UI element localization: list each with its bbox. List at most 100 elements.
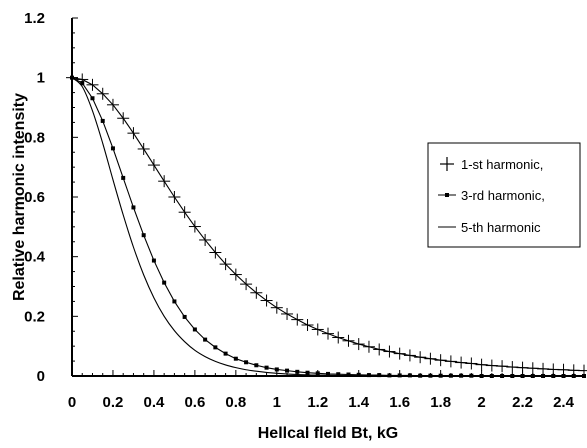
data-point <box>100 118 105 123</box>
data-point <box>366 373 371 378</box>
data-point <box>455 356 468 369</box>
data-point <box>151 258 156 263</box>
data-point <box>444 355 457 368</box>
data-point <box>178 206 191 219</box>
legend-item-1st: 1-st harmonic, <box>440 157 543 172</box>
data-point <box>260 294 273 307</box>
data-point <box>213 345 218 350</box>
data-point <box>147 159 160 172</box>
data-point <box>377 373 382 378</box>
x-tick-label: 1.6 <box>389 394 410 411</box>
y-axis-title: Relative harmonic intensity <box>11 93 28 301</box>
data-point <box>158 175 171 188</box>
data-point <box>127 127 140 140</box>
legend-box <box>427 142 581 248</box>
y-tick-label: 1.2 <box>24 10 45 27</box>
legend-label-3rd: 3-rd harmonic, <box>461 188 545 203</box>
legend-marker-square-icon <box>445 193 449 197</box>
data-point <box>254 363 259 368</box>
data-point <box>172 299 177 304</box>
data-point <box>485 359 498 372</box>
series-3 <box>71 77 584 377</box>
data-point <box>233 356 238 361</box>
data-point <box>342 334 355 347</box>
data-point <box>209 246 222 259</box>
data-point <box>168 191 181 203</box>
data-point <box>229 268 242 281</box>
data-point <box>117 112 130 125</box>
x-tick-label: 1 <box>273 394 281 411</box>
data-point <box>352 338 365 351</box>
data-point <box>131 205 136 210</box>
legend-item-3rd: 3-rd harmonic, <box>438 188 545 203</box>
data-point <box>223 351 228 356</box>
data-point <box>373 343 386 356</box>
data-point <box>250 286 263 299</box>
data-point <box>162 280 167 285</box>
x-tick-label: 1.4 <box>348 394 370 411</box>
x-tick-label: 0.4 <box>143 394 165 411</box>
x-tick-label: 1.8 <box>430 394 451 411</box>
series-1 <box>66 71 587 377</box>
data-point <box>547 363 560 376</box>
data-point <box>526 362 539 375</box>
data-point <box>403 349 416 362</box>
data-point <box>332 331 345 344</box>
series-line-3 <box>71 77 584 377</box>
data-point <box>295 369 300 374</box>
data-point <box>326 371 330 376</box>
data-point <box>199 233 212 246</box>
data-point <box>301 318 314 331</box>
data-point <box>315 371 320 376</box>
data-point <box>281 307 294 320</box>
legend-label-5th: 5-th harmonic <box>461 220 541 235</box>
data-point <box>244 360 249 365</box>
legend: 1-st harmonic, 3-rd harmonic, 5-th harmo… <box>427 142 581 248</box>
data-point <box>516 361 529 374</box>
x-tick-label: 0 <box>68 394 76 411</box>
data-point <box>465 357 478 370</box>
data-point <box>70 75 74 80</box>
data-point <box>285 368 290 373</box>
y-tick-label: 1 <box>37 70 45 87</box>
data-point <box>393 347 406 360</box>
x-tick-label: 2 <box>477 394 485 411</box>
x-tick-label: 0.8 <box>225 394 246 411</box>
x-tick-label: 1.2 <box>307 394 328 411</box>
data-point <box>80 81 85 86</box>
y-tick-label: 0.6 <box>24 189 45 206</box>
data-point <box>322 327 334 340</box>
data-point <box>475 358 488 371</box>
data-point <box>274 367 279 372</box>
data-point <box>356 372 361 377</box>
data-point <box>383 345 396 358</box>
legend-label-1st: 1-st harmonic, <box>461 157 543 172</box>
data-point <box>90 96 95 101</box>
data-point <box>106 98 119 111</box>
data-point <box>537 362 550 375</box>
x-tick-label: 2.4 <box>553 394 575 411</box>
data-point <box>203 337 208 342</box>
data-point <box>434 354 447 367</box>
legend-item-5th: 5-th harmonic <box>438 220 541 235</box>
data-point <box>240 278 253 291</box>
data-point <box>407 373 412 378</box>
data-point <box>311 323 324 336</box>
data-point <box>336 372 341 377</box>
data-point <box>305 370 310 375</box>
data-point <box>121 175 126 180</box>
y-tick-label: 0.2 <box>24 308 45 325</box>
y-tick-label: 0.4 <box>24 249 46 266</box>
y-ticks: 0 0.2 0.4 0.6 0.8 1 1.2 <box>24 10 78 385</box>
x-tick-label: 0.6 <box>184 394 205 411</box>
x-tick-label: 0.2 <box>103 394 124 411</box>
series-layer <box>66 71 587 378</box>
legend-marker-plus-icon <box>440 157 454 171</box>
data-point <box>219 258 232 271</box>
data-point <box>188 220 201 233</box>
data-point <box>506 361 519 374</box>
x-axis-title: Hellcal fleld Bt, kG <box>258 425 398 442</box>
data-point <box>557 363 570 376</box>
data-point <box>496 360 509 373</box>
data-point <box>424 352 437 365</box>
